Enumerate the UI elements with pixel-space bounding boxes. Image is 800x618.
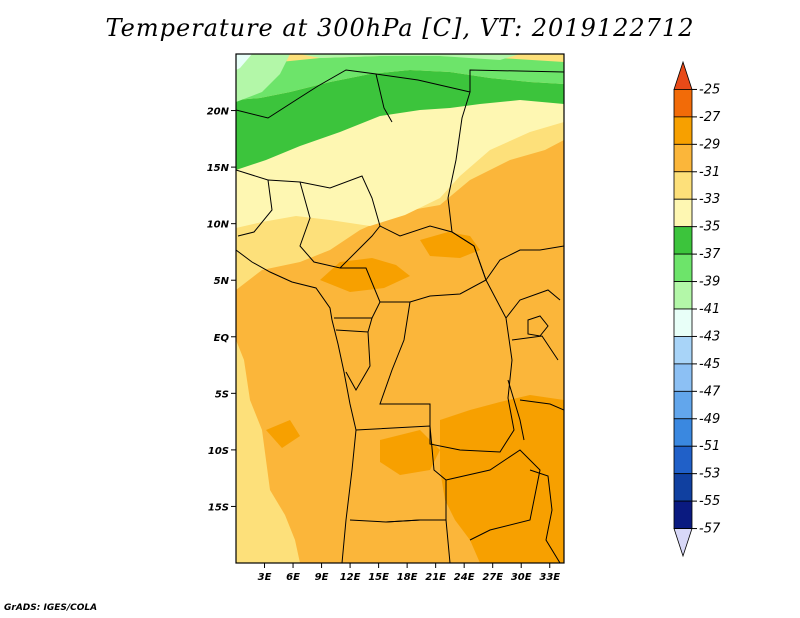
colorbar-swatch <box>673 253 693 282</box>
border-ethiopia <box>485 245 564 281</box>
colorbar-swatch <box>673 143 693 173</box>
colorbar-label: -57 <box>699 522 721 537</box>
colorbar-swatch <box>673 308 693 337</box>
lat-tick-label: 10S <box>208 446 229 457</box>
colorbar-swatch <box>673 89 693 118</box>
border-mali <box>236 169 273 237</box>
lon-tick-label: 33E <box>539 572 560 583</box>
field-green-band <box>236 70 564 170</box>
lat-tick-label: 15S <box>208 502 229 513</box>
border-nigeria <box>299 181 381 269</box>
colorbar-swatch <box>673 390 693 420</box>
colorbar-swatch <box>673 336 693 365</box>
colorbar-label: -31 <box>699 165 720 180</box>
colorbar-swatch <box>673 473 693 502</box>
field-darkorange-west <box>266 420 300 448</box>
colorbar-label: -37 <box>699 247 721 262</box>
border-drc <box>379 279 515 453</box>
colorbar-swatch <box>673 528 693 558</box>
lat-tick-label: EQ <box>214 333 230 344</box>
border-gabon-congo <box>335 317 373 392</box>
colorbar-label: -49 <box>699 412 720 427</box>
colorbar-swatch <box>673 500 693 529</box>
colorbar-swatch <box>673 171 693 200</box>
coastline-gulf-of-guinea <box>331 319 357 563</box>
field-cyan-corner <box>236 54 252 70</box>
lat-tick-label: 5N <box>214 276 230 287</box>
lon-tick-label: 30E <box>511 572 532 583</box>
political-borders <box>236 69 564 563</box>
lon-tick-label: 6E <box>286 572 300 583</box>
plot-title: Temperature at 300hPa [C], VT: 201912271… <box>105 14 695 42</box>
colorbar-label: -45 <box>699 357 720 372</box>
colorbar-label: -51 <box>699 439 720 454</box>
latitude-axis: 20N 15N 10N 5N EQ 5S 10S 15S <box>207 107 236 513</box>
border-mozambique <box>529 469 561 563</box>
lat-tick-label: 15N <box>207 163 230 174</box>
field-palegreen-corner <box>236 54 290 102</box>
colorbar-label: -35 <box>699 220 720 235</box>
colorbar-label: -39 <box>699 275 720 290</box>
colorbar-label: -47 <box>699 384 721 399</box>
colorbar-label: -25 <box>699 82 720 97</box>
lake-victoria <box>527 315 549 337</box>
colorbar-label: -41 <box>699 302 720 317</box>
colorbar-swatch <box>673 281 693 310</box>
lon-tick-label: 24E <box>454 572 475 583</box>
colorbar-label: -53 <box>699 467 720 482</box>
lon-tick-label: 3E <box>258 572 272 583</box>
colorbar-swatch <box>673 116 693 145</box>
lake-tanganyika <box>507 379 525 441</box>
colorbar-swatch <box>673 445 693 475</box>
border-car <box>379 225 487 303</box>
lon-tick-label: 12E <box>340 572 361 583</box>
border-namibia-botswana <box>385 519 451 563</box>
lat-tick-label: 5S <box>215 389 229 400</box>
lon-tick-label: 18E <box>397 572 418 583</box>
border-egypt <box>469 69 564 92</box>
temperature-field <box>236 54 564 563</box>
field-paleyellow-north <box>236 92 564 228</box>
border-north-algeria <box>236 69 393 123</box>
border-east-africa <box>505 289 564 411</box>
map-frame <box>235 53 565 564</box>
colorbar-label: -55 <box>699 494 720 509</box>
border-niger-south <box>267 175 381 227</box>
coastline-west-africa <box>236 249 333 321</box>
lat-tick-label: 10N <box>207 220 230 231</box>
field-darkorange-central <box>420 232 480 258</box>
lon-tick-label: 9E <box>315 572 329 583</box>
border-zambia <box>445 449 541 541</box>
field-darkorange-south <box>440 395 564 563</box>
colorbar: -25 -27 -29 -31 -33 -35 -37 -39 -41 -43 -45 -47 -49 -… <box>673 60 721 558</box>
credit-label: GrADS: IGES/COLA <box>4 603 98 613</box>
colorbar-label: -29 <box>699 137 720 152</box>
field-lightgreen <box>236 56 564 100</box>
colorbar-swatch <box>673 226 693 255</box>
field-darkorange-west-africa <box>320 258 410 292</box>
colorbar-label: -27 <box>699 110 721 125</box>
colorbar-swatch <box>673 418 693 447</box>
longitude-axis: 3E 6E 9E 12E 15E 18E 21E 24E 27E 30E 33E <box>258 563 560 583</box>
lon-tick-label: 15E <box>368 572 389 583</box>
field-darkorange-angola <box>380 430 440 475</box>
lat-tick-label: 20N <box>207 107 230 118</box>
colorbar-label: -43 <box>699 329 720 344</box>
colorbar-swatch <box>673 198 693 228</box>
lon-tick-label: 27E <box>482 572 503 583</box>
field-palegreen-top <box>300 54 520 60</box>
colorbar-swatch <box>673 363 693 392</box>
border-niger-libya <box>375 73 471 199</box>
colorbar-swatch <box>673 60 693 90</box>
lon-tick-label: 21E <box>425 572 446 583</box>
colorbar-label: -33 <box>699 192 720 207</box>
